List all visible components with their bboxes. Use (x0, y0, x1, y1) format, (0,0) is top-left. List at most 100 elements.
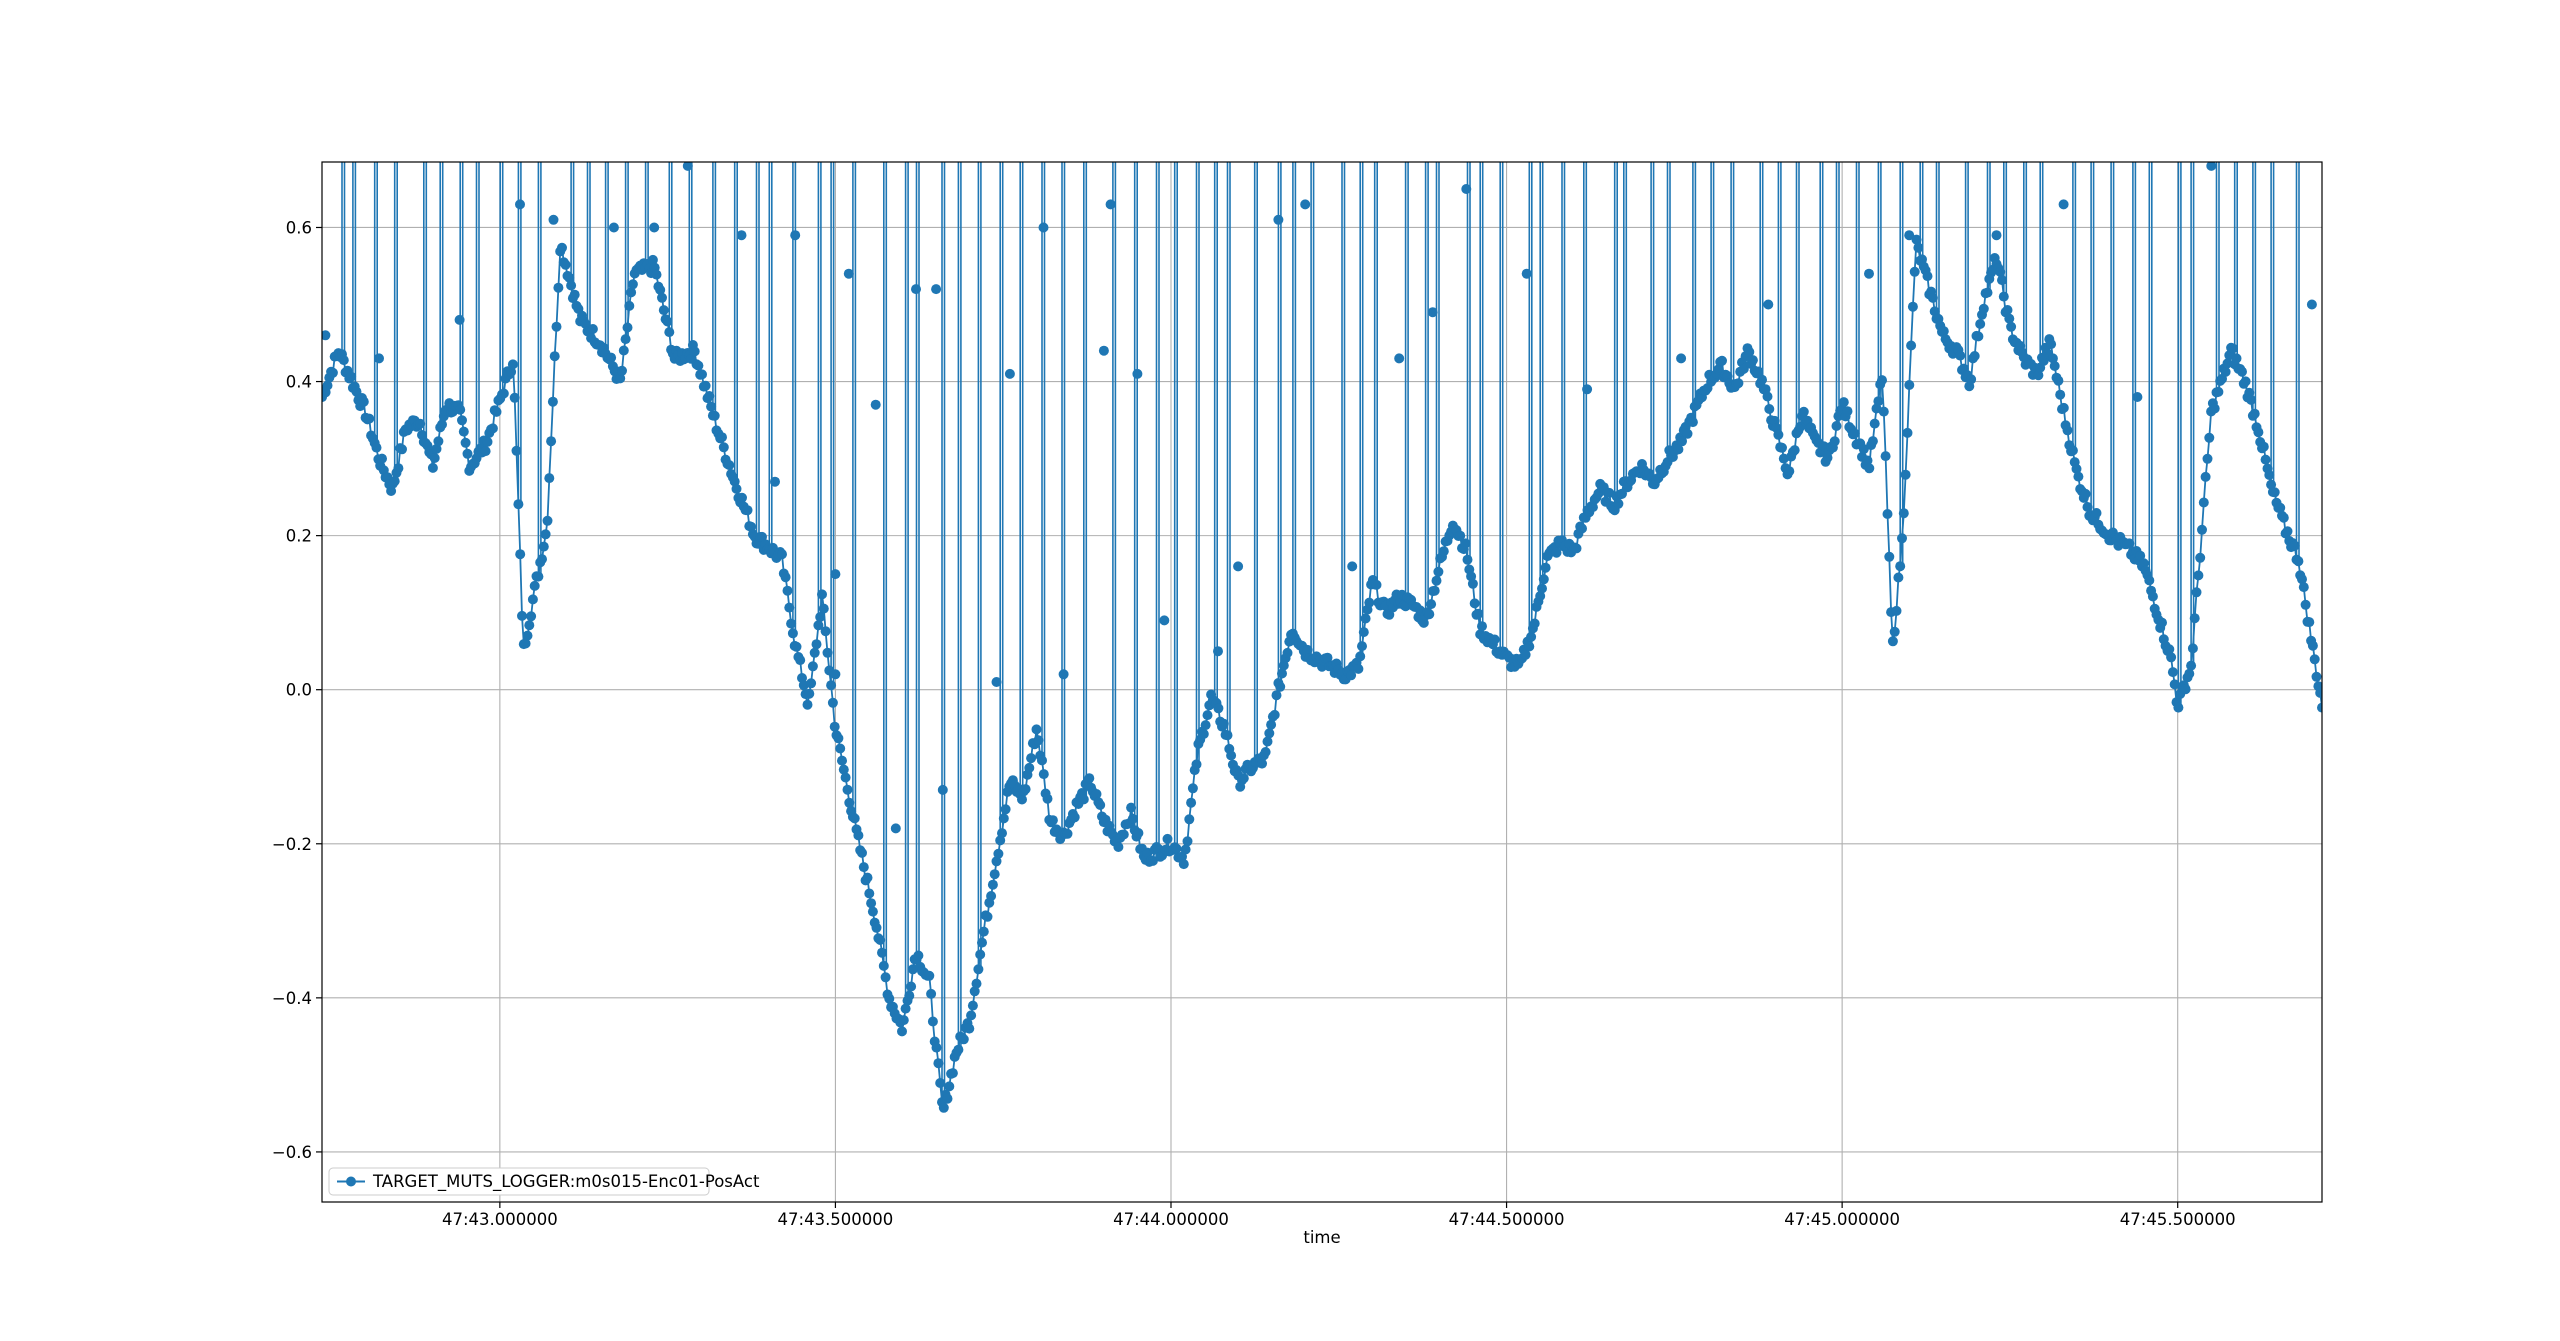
data-point (322, 380, 333, 391)
data-point (1753, 366, 1764, 377)
data-point (1520, 649, 1531, 660)
data-point (2062, 425, 2073, 436)
data-point (542, 515, 553, 526)
legend: TARGET_MUTS_LOGGER:m0s015-Enc01-PosAct (328, 1167, 760, 1196)
data-point (989, 869, 1000, 880)
data-point (2300, 599, 2311, 610)
data-point (433, 436, 444, 447)
outlier-point (890, 823, 901, 834)
data-point (1738, 363, 1749, 374)
data-point (537, 554, 547, 565)
data-point (2297, 574, 2307, 585)
data-point (1037, 755, 1047, 766)
data-point (971, 978, 982, 989)
data-point (1275, 681, 1286, 692)
data-point (2191, 587, 2202, 598)
data-point (795, 655, 806, 666)
data-point (2249, 408, 2260, 419)
data-point (2091, 508, 2102, 518)
data-point (1269, 709, 1280, 720)
data-point (626, 287, 637, 298)
data-point (933, 1058, 944, 1069)
data-point (693, 360, 704, 371)
data-point (1880, 451, 1891, 462)
data-point (2269, 487, 2280, 498)
data-point (1257, 758, 1267, 769)
x-axis-label: time (1303, 1228, 1340, 1247)
data-point (1907, 301, 1918, 312)
data-point (566, 280, 577, 291)
outlier-point (843, 268, 854, 279)
data-point (1677, 436, 1687, 447)
grid-lines (322, 162, 2322, 1202)
data-point (2195, 552, 2206, 563)
data-point (786, 618, 797, 629)
data-point (1184, 814, 1195, 825)
data-point (1889, 626, 1900, 637)
data-point (2275, 502, 2286, 513)
x-tick-label: 47:44.500000 (1449, 1210, 1565, 1229)
outlier-point (830, 569, 841, 580)
data-point (2053, 375, 2064, 386)
data-point (546, 436, 557, 447)
data-point (757, 531, 767, 542)
y-tick-label: 0.4 (286, 373, 312, 392)
data-point (997, 828, 1007, 839)
data-point (1084, 773, 1095, 784)
x-tick-label: 47:43.000000 (442, 1210, 558, 1229)
data-point (1895, 561, 1906, 572)
data-point (364, 413, 375, 424)
data-point (2180, 684, 2191, 695)
data-point (569, 289, 580, 300)
data-point (820, 626, 831, 637)
data-point (867, 906, 878, 917)
data-point (969, 986, 980, 997)
data-point (815, 612, 826, 622)
data-point (506, 366, 517, 377)
outlier-point (2206, 162, 2217, 171)
data-point (1798, 406, 1809, 417)
data-point (1371, 579, 1382, 590)
data-point (844, 797, 855, 808)
outlier-point (1213, 646, 1223, 657)
outlier-point (790, 230, 801, 241)
data-point (1713, 364, 1724, 375)
data-point (2164, 644, 2175, 655)
data-point (1784, 466, 1795, 477)
outlier-point (870, 399, 881, 410)
data-point (742, 505, 753, 516)
data-point (482, 436, 493, 447)
x-tick-label: 47:44.000000 (1113, 1210, 1229, 1229)
data-point (1838, 397, 1849, 408)
data-point (2231, 353, 2242, 364)
data-point (706, 401, 717, 412)
data-point (1777, 442, 1787, 453)
data-point (2246, 394, 2257, 405)
data-point (1982, 287, 1993, 298)
outlier-point (1904, 230, 1915, 241)
outlier-point (931, 284, 942, 295)
data-point (1460, 538, 1471, 549)
data-point (2264, 470, 2275, 480)
data-point (522, 630, 533, 641)
data-point (1187, 783, 1198, 794)
data-point (1747, 355, 1758, 366)
data-point (1346, 670, 1357, 681)
data-point (1900, 469, 1911, 480)
data-point (627, 279, 638, 290)
data-point (1877, 375, 1887, 386)
data-point (1577, 523, 1587, 534)
data-point (953, 1044, 964, 1055)
data-point (2209, 403, 2220, 414)
data-point (927, 1016, 938, 1027)
x-tick-label: 47:43.500000 (778, 1210, 894, 1229)
data-point (622, 322, 633, 333)
data-point (858, 862, 869, 873)
data-point (2186, 660, 2197, 671)
data-point (2253, 427, 2264, 438)
data-point (1069, 812, 1080, 823)
data-point (517, 610, 527, 621)
data-point (807, 661, 818, 672)
data-point (587, 324, 598, 334)
outlier-point (608, 222, 619, 233)
